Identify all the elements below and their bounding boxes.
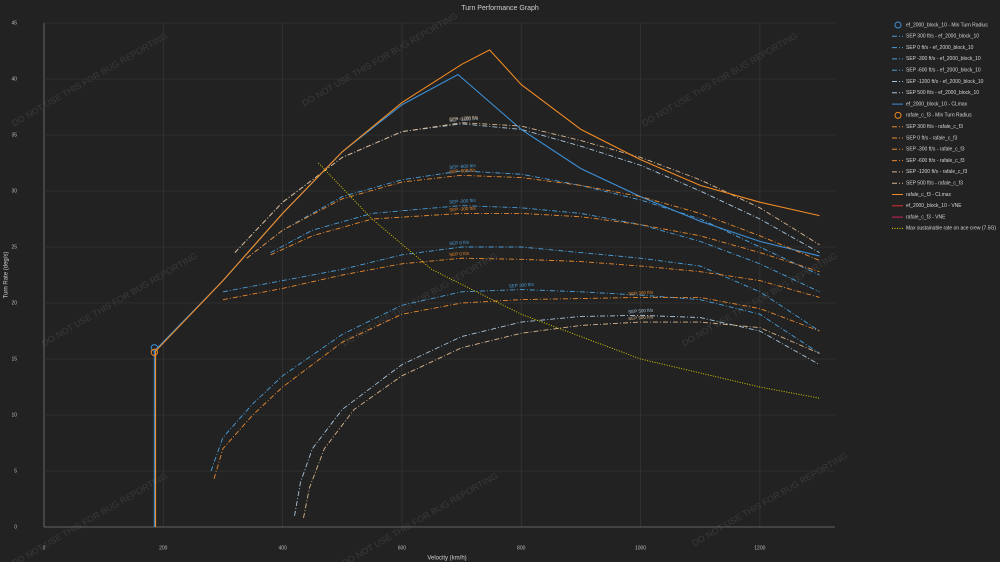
series-line — [222, 257, 820, 301]
curve-label: SEP -1200 ft/s — [449, 116, 479, 123]
min-turn-marker — [150, 348, 159, 356]
y-tick-label: 0 — [14, 524, 17, 530]
curve-label: SEP 0 ft/s — [449, 240, 470, 246]
series-line — [270, 212, 820, 273]
legend-label: rafale_c_f3 - VNE — [906, 214, 946, 220]
legend-label: rafale_c_f3 - Min Turn Radius — [906, 113, 972, 119]
legend-label: SEP 500 ft/s - rafale_c_f3 — [906, 181, 963, 187]
legend-label: SEP -600 ft/s - ef_2000_block_10 — [906, 68, 981, 74]
legend-label: SEP 500 ft/s - ef_2000_block_10 — [906, 90, 979, 96]
series-line — [155, 49, 820, 527]
series-line — [294, 314, 820, 516]
legend-label: SEP 300 ft/s - rafale_c_f3 — [906, 124, 963, 130]
curve-label: SEP -600 ft/s — [449, 167, 476, 174]
x-tick-label: 200 — [159, 545, 168, 551]
y-tick-label: 20 — [11, 300, 17, 306]
x-tick-label: 800 — [517, 545, 526, 551]
y-tick-label: 25 — [11, 244, 17, 250]
curve-label: SEP -300 ft/s — [449, 206, 476, 213]
y-tick-label: 10 — [11, 412, 17, 418]
y-tick-label: 30 — [11, 188, 17, 194]
legend: ef_2000_block_10 - Min Turn Radius SEP 30… — [892, 21, 996, 232]
x-tick-label: 600 — [398, 545, 407, 551]
curve-label: SEP 300 ft/s — [628, 290, 654, 297]
x-tick-label: 400 — [278, 545, 287, 551]
curve-label: SEP -300 ft/s — [449, 198, 476, 205]
curve-label: SEP 500 ft/s — [628, 308, 654, 315]
legend-label: SEP -600 ft/s - rafale_c_f3 — [906, 158, 965, 164]
curve-label: SEP 0 ft/s — [449, 251, 470, 257]
series-line — [210, 289, 820, 472]
series-line — [318, 162, 820, 399]
chart-title: Turn Performance Graph — [461, 5, 539, 12]
x-tick-label: 1200 — [754, 545, 765, 551]
legend-label: SEP 0 ft/s - ef_2000_block_10 — [906, 45, 974, 51]
series-line — [213, 296, 820, 479]
series-line — [234, 123, 820, 253]
legend-label: SEP 300 ft/s - ef_2000_block_10 — [906, 34, 979, 40]
x-tick-label: 1000 — [635, 545, 646, 551]
y-tick-label: 45 — [11, 20, 17, 26]
y-tick-label: 5 — [14, 468, 17, 474]
legend-label: SEP -300 ft/s - rafale_c_f3 — [906, 147, 965, 153]
legend-label: Max sustainable rate on ace crew (7.5G) — [906, 226, 996, 232]
x-axis-label: Velocity (km/h) — [427, 556, 466, 562]
legend-label: SEP -300 ft/s - ef_2000_block_10 — [906, 56, 981, 62]
x-tick-label: 0 — [43, 545, 46, 551]
legend-label: SEP 0 ft/s - rafale_c_f3 — [906, 135, 958, 141]
legend-label: SEP -1200 ft/s - ef_2000_block_10 — [906, 79, 984, 85]
series-line — [270, 205, 820, 293]
series-line — [246, 174, 820, 261]
curve-label: SEP -600 ft/s — [449, 163, 476, 170]
legend-label: rafale_c_f3 - CLmax — [906, 192, 952, 198]
series-line — [303, 321, 820, 519]
curve-label: SEP -1200 ft/s — [449, 115, 479, 122]
legend-swatch — [894, 21, 902, 29]
y-tick-label: 15 — [11, 356, 17, 362]
y-tick-label: 40 — [11, 76, 17, 82]
curve-label: SEP 500 ft/s — [628, 314, 654, 321]
legend-label: SEP -1200 ft/s - rafale_c_f3 — [906, 169, 968, 175]
legend-label: ef_2000_block_10 - VNE — [906, 203, 962, 209]
legend-swatch — [894, 111, 902, 119]
legend-label: ef_2000_block_10 - CLmax — [906, 101, 968, 107]
y-tick-label: 35 — [11, 132, 17, 138]
y-axis-label: Turn Rate (deg/s) — [4, 252, 10, 299]
legend-label: ef_2000_block_10 - Min Turn Radius — [906, 22, 988, 28]
curve-label: SEP 300 ft/s — [509, 282, 535, 289]
